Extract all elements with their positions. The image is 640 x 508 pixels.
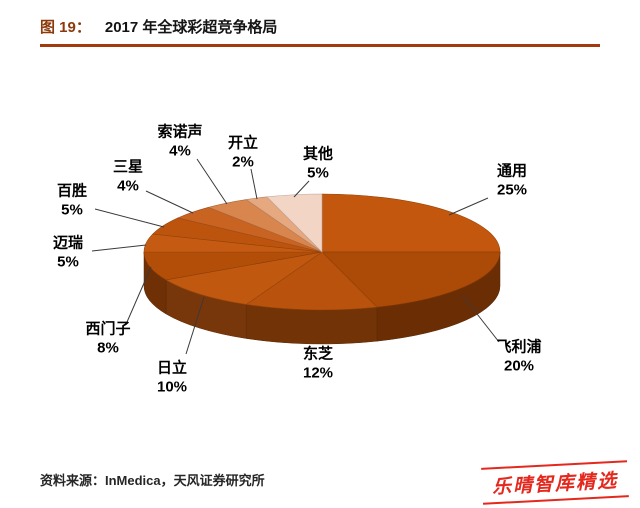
slice-name: 三星 xyxy=(112,158,144,176)
pie-slice-label-8: 三星 4% xyxy=(113,158,143,196)
label-leader-line xyxy=(448,197,489,216)
label-leader-line xyxy=(94,208,165,228)
pie-slice-label-9: 索诺声 4% xyxy=(157,123,202,161)
slice-value: 12% xyxy=(302,364,334,381)
label-leader-line xyxy=(196,158,228,205)
figure-number: 图 19： xyxy=(40,19,91,36)
pie-slice-top xyxy=(266,193,323,253)
slice-name: 索诺声 xyxy=(157,123,203,141)
pie-slice-top xyxy=(143,251,323,281)
pie-slice-top xyxy=(321,251,501,308)
slice-value: 8% xyxy=(97,339,119,356)
figure-header: 图 19： 2017 年全球彩超竞争格局 xyxy=(40,16,277,37)
pie-slice-top xyxy=(321,193,501,253)
slice-name: 西门子 xyxy=(85,320,131,338)
slice-value: 20% xyxy=(503,357,535,374)
slice-value: 5% xyxy=(307,164,329,181)
slice-value: 4% xyxy=(117,177,139,194)
slice-name: 飞利浦 xyxy=(496,338,542,356)
label-leader-line xyxy=(91,244,147,252)
slice-name: 通用 xyxy=(496,162,527,180)
pie-slice-label-1: 通用 25% xyxy=(497,162,527,200)
figure-title: 2017 年全球彩超竞争格局 xyxy=(104,19,278,36)
slice-name: 日立 xyxy=(156,359,187,377)
slice-name: 迈瑞 xyxy=(52,234,84,252)
slice-name: 其他 xyxy=(302,145,334,163)
header-divider xyxy=(40,44,600,47)
slice-name: 开立 xyxy=(227,134,259,152)
pie-slice-label-7: 百胜 5% xyxy=(57,182,87,220)
slice-value: 2% xyxy=(232,153,254,170)
slice-name: 百胜 xyxy=(56,182,88,200)
label-leader-line xyxy=(250,168,258,200)
pie-3d-chart xyxy=(91,158,501,355)
label-leader-line xyxy=(293,180,310,198)
pie-slice-side xyxy=(245,304,378,345)
slice-value: 25% xyxy=(496,181,528,198)
pie-slice-label-6: 迈瑞 5% xyxy=(53,234,83,272)
source-text: 资料来源：InMedica，天风证券研究所 xyxy=(40,473,265,488)
watermark-stamp: 乐晴智库精选 xyxy=(481,460,629,505)
pie-slice-label-3: 东芝 12% xyxy=(303,345,333,383)
label-leader-line xyxy=(462,295,500,343)
pie-slice-top xyxy=(245,251,378,311)
pie-slice-label-2: 飞利浦 20% xyxy=(496,338,541,376)
slice-value: 10% xyxy=(156,378,188,395)
label-leader-line xyxy=(185,296,205,355)
slice-name: 东芝 xyxy=(302,345,333,363)
label-leader-line xyxy=(126,266,152,323)
slice-value: 5% xyxy=(61,201,83,218)
pie-slice-label-11: 其他 5% xyxy=(303,145,333,183)
pie-slice-label-5: 西门子 8% xyxy=(85,320,130,358)
pie-slice-label-4: 日立 10% xyxy=(157,359,187,397)
pie-slice-label-10: 开立 2% xyxy=(228,134,258,172)
label-leader-line xyxy=(145,190,194,214)
slice-value: 5% xyxy=(57,253,79,270)
pie-slice-top xyxy=(165,251,323,305)
watermark-text: 乐晴智库精选 xyxy=(491,469,619,499)
slice-value: 4% xyxy=(169,142,191,159)
pie-chart-area: 通用 25% 飞利浦 20% 东芝 12% 日立 10% 西门子 8% 迈瑞 5% 百胜 5% 三星 4% 索诺… xyxy=(0,50,640,458)
